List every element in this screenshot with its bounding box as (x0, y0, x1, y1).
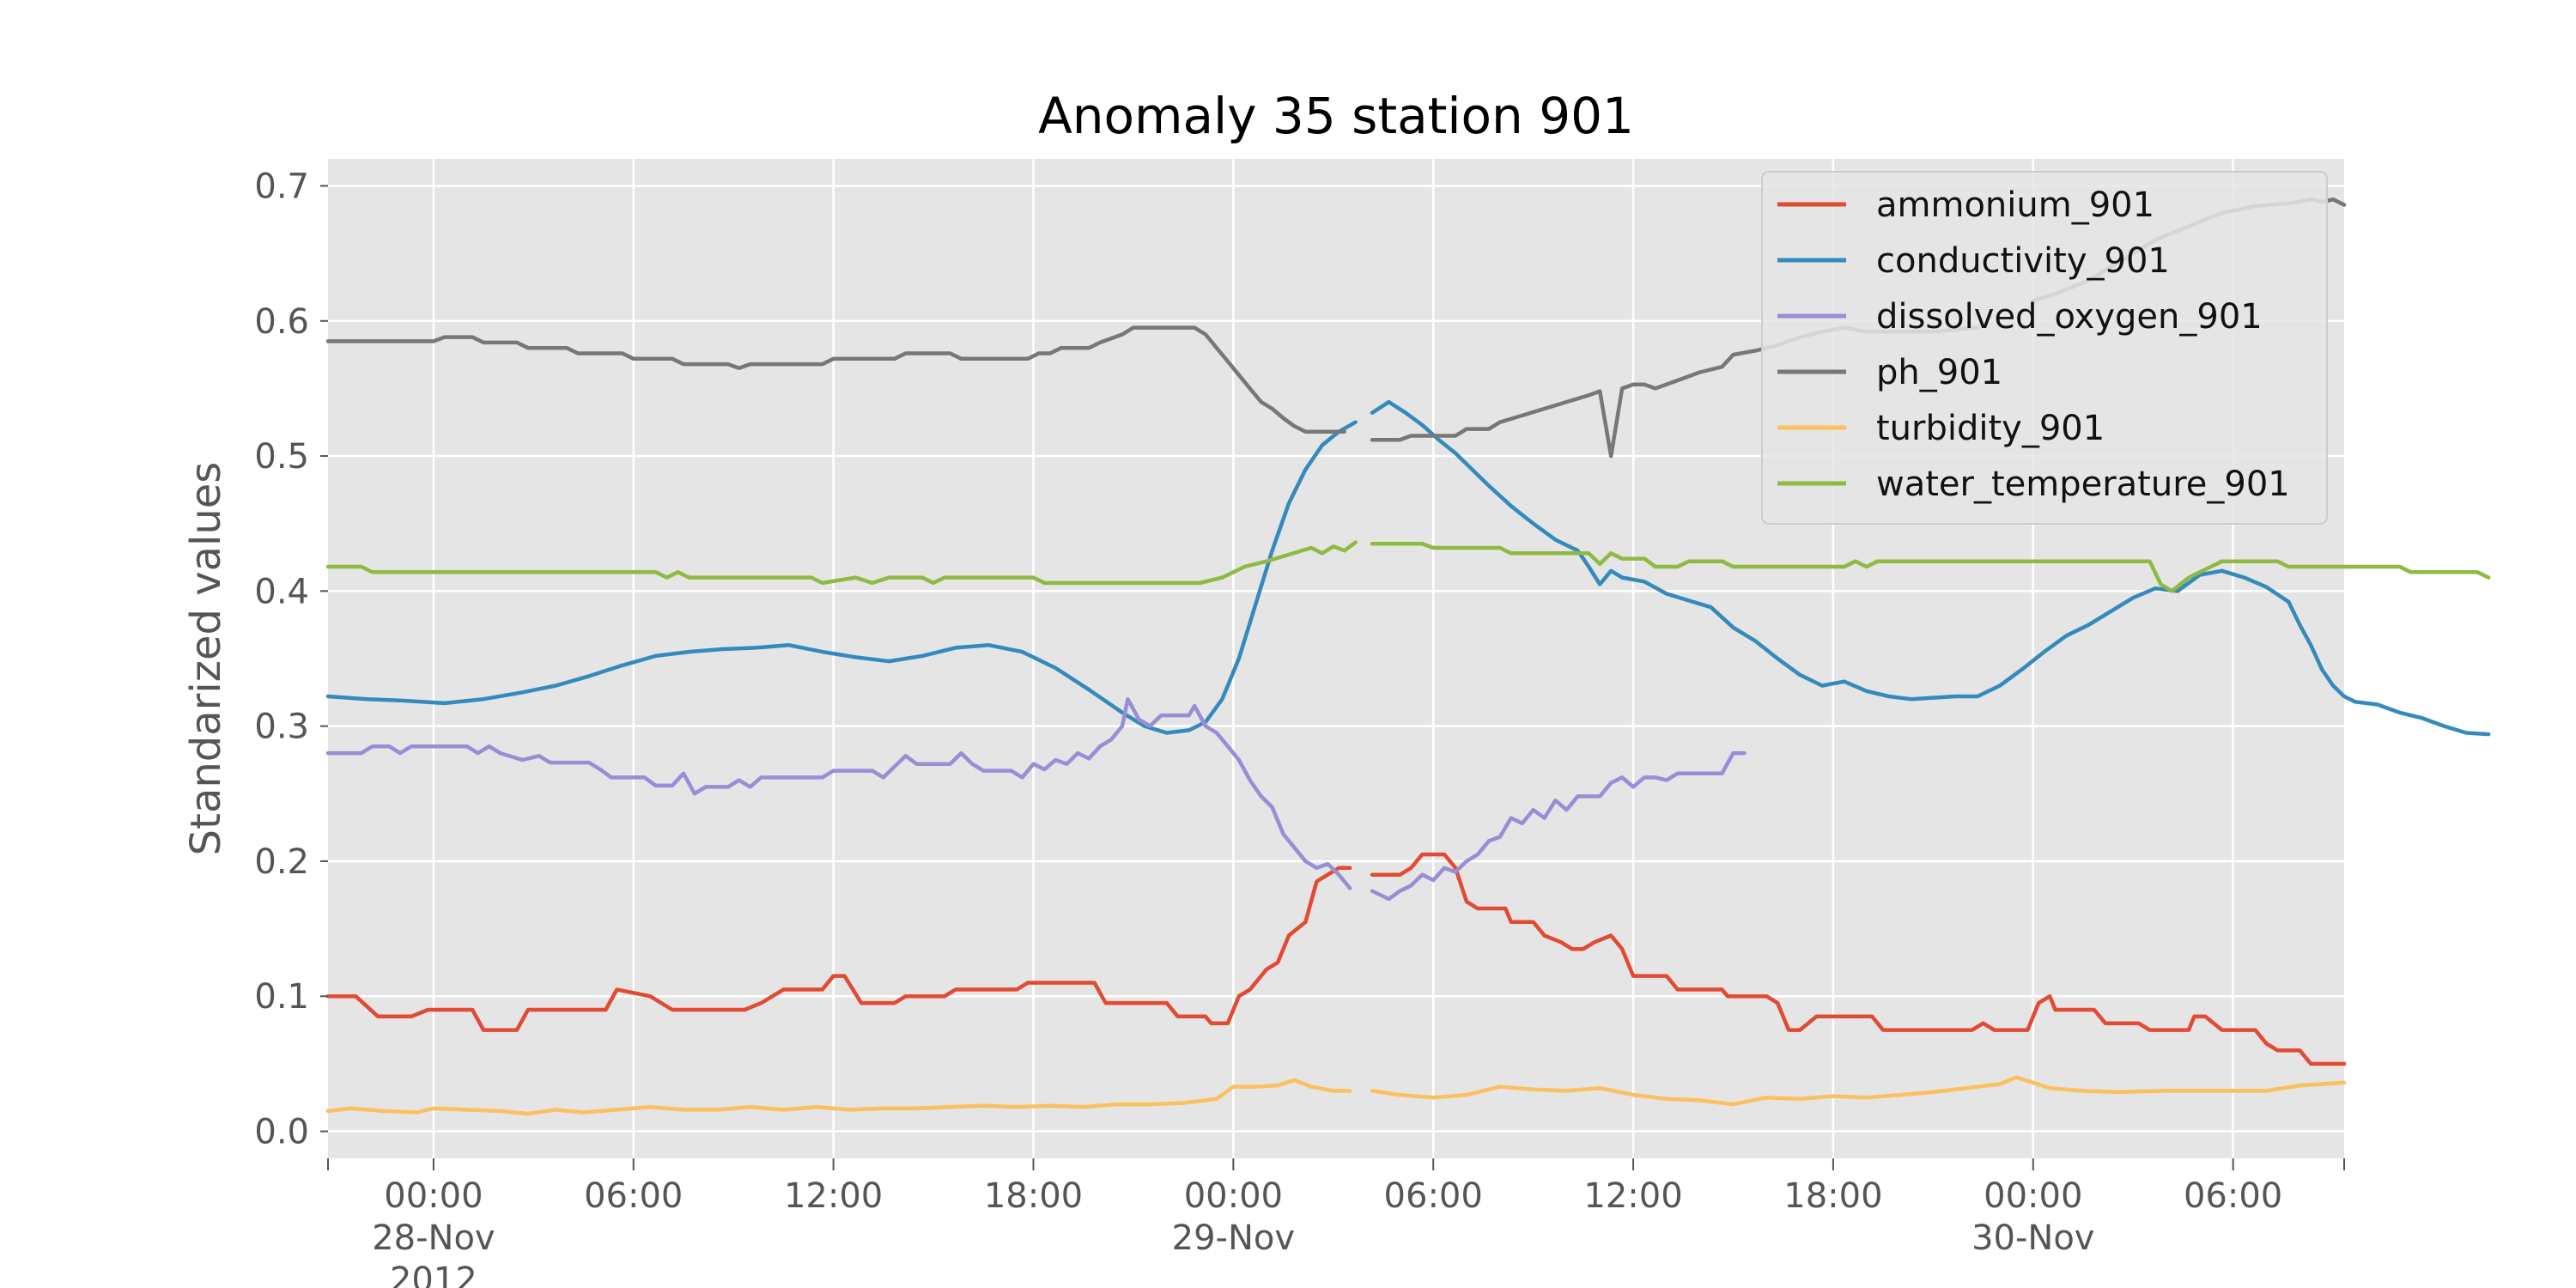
series-line (325, 420, 1358, 735)
x-tick-label: 18:00 (984, 1176, 1083, 1216)
series-conductivity_901 (325, 399, 2491, 737)
x-tick-label: 06:00 (2184, 1176, 2282, 1216)
chart-title: Anomaly 35 station 901 (1038, 87, 1634, 145)
x-tick-label: 12:00 (784, 1176, 883, 1216)
series-water_temperature_901 (325, 540, 2491, 593)
x-tick-label: 30-Nov (1971, 1218, 2094, 1258)
legend-label: dissolved_oxygen_901 (1876, 297, 2263, 337)
series-ammonium_901 (325, 852, 2347, 1066)
series-line (325, 325, 1346, 434)
y-tick-label: 0.3 (254, 708, 309, 747)
x-tick-label: 18:00 (1783, 1176, 1882, 1216)
y-tick-label: 0.4 (254, 572, 309, 611)
legend-label: turbidity_901 (1876, 409, 2105, 448)
y-tick-label: 0.6 (254, 302, 309, 342)
y-axis-label: Standarized values (182, 462, 230, 856)
y-tick-label: 0.7 (254, 167, 309, 206)
grid (328, 159, 2344, 1158)
x-tick-label: 06:00 (1384, 1176, 1483, 1216)
series-line (325, 866, 1352, 1032)
series-line (325, 540, 1358, 586)
y-tick-label: 0.5 (254, 437, 309, 477)
series-line (325, 696, 1352, 890)
series-line (325, 1078, 1352, 1116)
legend-label: ph_901 (1876, 353, 2002, 392)
x-tick-label: 2012 (390, 1261, 477, 1288)
x-tick-label: 00:00 (384, 1176, 483, 1216)
series-turbidity_901 (325, 1075, 2347, 1116)
y-tick-label: 0.0 (254, 1113, 309, 1152)
y-tick-label: 0.2 (254, 842, 309, 882)
series-line (1370, 1075, 2347, 1107)
legend-label: ammonium_901 (1876, 185, 2154, 225)
series-line (1370, 542, 2491, 593)
x-tick-label: 00:00 (1984, 1176, 2082, 1216)
x-tick-label: 00:00 (1184, 1176, 1283, 1216)
x-tick-label: 29-Nov (1172, 1218, 1295, 1258)
legend-label: conductivity_901 (1876, 241, 2170, 281)
series-line (1370, 750, 1747, 902)
legend: ammonium_901 conductivity_901 dissolved_ox… (1761, 171, 2328, 525)
x-tick-label: 12:00 (1583, 1176, 1682, 1216)
axes: 0.00.10.20.30.40.50.60.700:0028-Nov20120… (254, 167, 2345, 1288)
series-line (1370, 852, 2347, 1066)
y-tick-label: 0.1 (254, 977, 309, 1017)
x-tick-label: 28-Nov (372, 1218, 495, 1258)
x-tick-label: 06:00 (584, 1176, 683, 1216)
legend-label: water_temperature_901 (1876, 465, 2290, 504)
series-line (1370, 399, 2491, 737)
legend-box (1761, 171, 2328, 525)
series-dissolved_oxygen_901 (325, 696, 1747, 902)
